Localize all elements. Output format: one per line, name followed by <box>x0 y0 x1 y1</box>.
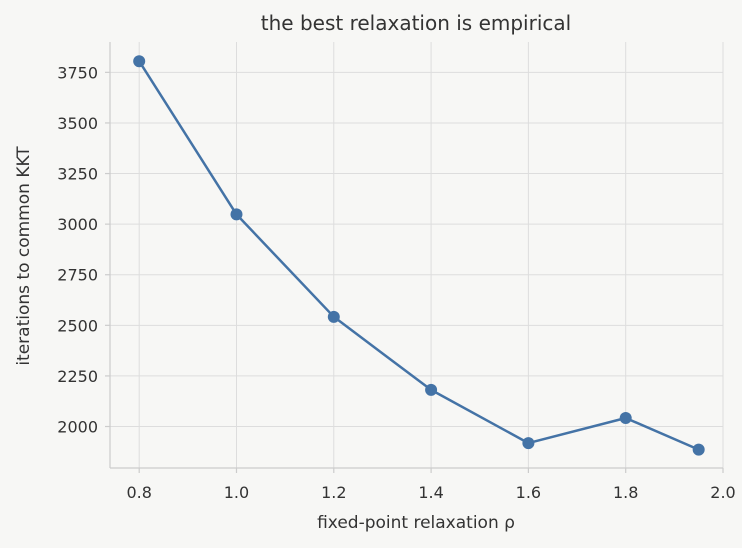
data-point <box>327 310 340 323</box>
x-tick-label: 1.8 <box>613 483 638 502</box>
x-tick-label: 1.2 <box>321 483 346 502</box>
data-point <box>522 437 535 450</box>
x-axis-label: fixed-point relaxation ρ <box>317 513 515 533</box>
x-tick-label: 1.4 <box>418 483 443 502</box>
y-axis-label: iterations to common KKT <box>14 146 34 366</box>
axes <box>109 42 723 469</box>
series <box>133 55 705 456</box>
ticks: 0.8 1.0 1.2 1.4 1.6 1.8 2.0 2000 2250 2500 2750 300… <box>57 63 735 502</box>
y-tick-label: 3250 <box>57 165 98 184</box>
chart-title: the best relaxation is empirical <box>261 11 571 35</box>
x-tick-label: 1.0 <box>224 483 249 502</box>
data-point <box>619 412 632 425</box>
data-point <box>692 443 705 456</box>
grid <box>110 42 724 468</box>
y-tick-label: 3750 <box>57 63 98 82</box>
y-tick-label: 2500 <box>57 316 98 335</box>
y-tick-label: 2000 <box>57 418 98 437</box>
y-tick-label: 2750 <box>57 266 98 285</box>
y-tick-label: 3500 <box>57 114 98 133</box>
x-tick-label: 2.0 <box>710 483 735 502</box>
data-point <box>425 383 438 396</box>
y-tick-label: 2250 <box>57 367 98 386</box>
x-tick-label: 1.6 <box>516 483 541 502</box>
y-tick-label: 3000 <box>57 215 98 234</box>
data-point <box>133 55 146 68</box>
data-point <box>230 208 243 221</box>
series-line <box>138 60 700 451</box>
x-tick-label: 0.8 <box>126 483 151 502</box>
